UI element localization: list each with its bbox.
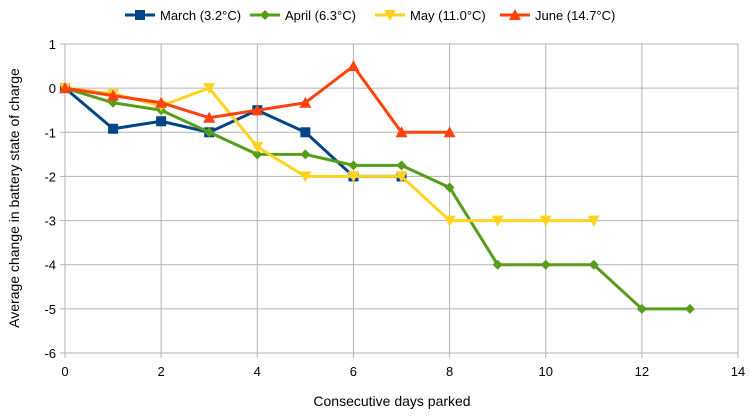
data-point [684, 303, 695, 314]
series-line [64, 86, 594, 223]
data-point [444, 182, 455, 193]
legend-label: April (6.3°C) [285, 8, 356, 23]
data-point [300, 149, 311, 160]
data-point [539, 215, 552, 227]
data-point [299, 96, 312, 108]
x-axis-ticks: 0 2 4 6 8 10 12 14 [61, 353, 745, 379]
data-point [395, 126, 408, 138]
chart-grid [64, 43, 739, 354]
y-tick-label: -2 [44, 169, 56, 184]
data-point [251, 141, 264, 153]
chart-legend: March (3.2°C) April (6.3°C) May (11.0°C) Ju… [125, 8, 615, 23]
y-tick-label: -1 [44, 125, 56, 140]
data-point [251, 104, 264, 116]
x-tick-label: 8 [446, 364, 453, 379]
series-line [64, 86, 690, 311]
legend-label: March (3.2°C) [160, 8, 241, 23]
data-point [347, 171, 360, 183]
x-tick-label: 14 [731, 364, 745, 379]
data-point [203, 83, 216, 95]
x-tick-label: 4 [254, 364, 261, 379]
data-point [443, 215, 456, 227]
y-axis-ticks: 1 0 -1 -2 -3 -4 -5 -6 [44, 37, 65, 361]
series-4 [59, 60, 456, 138]
data-point [347, 60, 360, 72]
legend-item: May (11.0°C) [375, 8, 486, 23]
x-tick-label: 0 [61, 364, 68, 379]
legend-marker [509, 9, 521, 20]
y-axis-label: Average change in battery state of charg… [6, 68, 22, 328]
legend-label: June (14.7°C) [535, 8, 615, 23]
data-point [492, 259, 503, 270]
legend-marker [135, 10, 145, 20]
data-point [443, 126, 456, 138]
legend-item: June (14.7°C) [500, 8, 615, 23]
x-tick-label: 2 [158, 364, 165, 379]
data-point [203, 111, 216, 123]
x-tick-label: 12 [635, 364, 649, 379]
x-tick-label: 6 [350, 364, 357, 379]
series-2 [60, 83, 695, 314]
legend-item: April (6.3°C) [250, 8, 356, 23]
y-tick-label: 0 [49, 81, 56, 96]
data-point [348, 160, 359, 171]
data-point [396, 160, 407, 171]
data-point [587, 215, 600, 227]
data-point [156, 116, 167, 127]
data-point [107, 89, 120, 101]
chart-series [59, 60, 695, 314]
data-point [108, 123, 119, 134]
data-point [540, 259, 551, 270]
legend-marker [260, 10, 270, 20]
y-tick-label: -3 [44, 214, 56, 229]
legend-label: May (11.0°C) [410, 8, 486, 23]
series-line [64, 86, 402, 178]
data-point [491, 215, 504, 227]
y-tick-label: -6 [44, 346, 56, 361]
data-point [300, 127, 311, 138]
data-point [59, 82, 71, 94]
y-tick-label: 1 [49, 37, 56, 52]
legend-item: March (3.2°C) [125, 8, 241, 23]
data-point [299, 171, 312, 183]
x-tick-label: 10 [538, 364, 552, 379]
data-point [395, 171, 408, 183]
data-point [588, 259, 599, 270]
legend-marker [384, 10, 396, 21]
y-tick-label: -4 [44, 258, 56, 273]
data-point [204, 127, 215, 138]
data-point [636, 303, 647, 314]
data-point [252, 149, 263, 160]
x-axis-label: Consecutive days parked [313, 393, 470, 409]
y-tick-label: -5 [44, 302, 56, 317]
data-point [155, 96, 168, 108]
